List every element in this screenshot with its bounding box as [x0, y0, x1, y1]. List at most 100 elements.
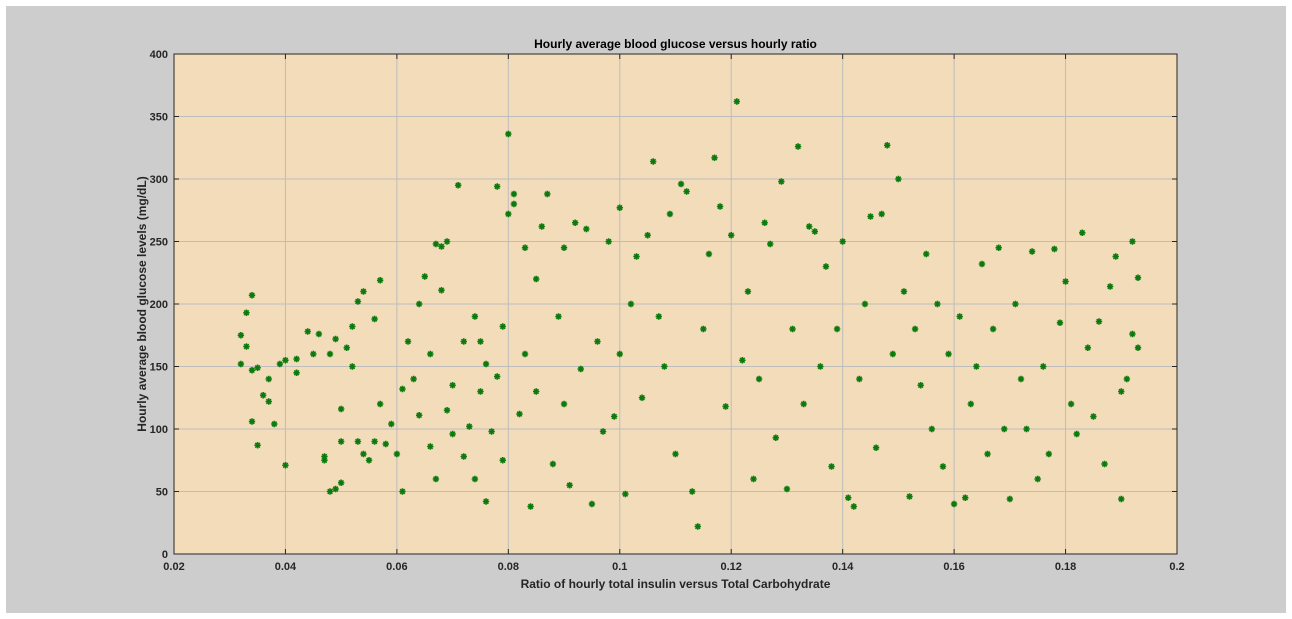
- data-point: [343, 344, 350, 351]
- data-point: [1034, 475, 1041, 483]
- data-point: [544, 190, 551, 198]
- data-point: [493, 373, 501, 380]
- data-point: [1040, 363, 1047, 370]
- x-tick-label: 0.16: [943, 561, 964, 573]
- data-point: [984, 450, 991, 458]
- data-point: [282, 462, 289, 469]
- data-point: [889, 350, 897, 358]
- data-point: [1106, 283, 1114, 290]
- data-point: [1006, 495, 1014, 503]
- data-point: [572, 219, 579, 226]
- data-point: [237, 360, 245, 368]
- data-point: [482, 498, 490, 505]
- data-point: [917, 382, 924, 389]
- y-tick-label: 150: [150, 362, 168, 374]
- data-point: [449, 430, 456, 438]
- data-point: [510, 200, 518, 208]
- data-point: [566, 482, 573, 489]
- data-point: [666, 210, 674, 218]
- x-tick-label: 0.12: [721, 561, 742, 573]
- data-point: [995, 244, 1002, 251]
- data-point: [655, 313, 662, 320]
- data-point: [354, 298, 362, 305]
- data-point: [822, 263, 830, 270]
- x-tick-label: 0.04: [275, 561, 297, 573]
- data-point: [677, 180, 685, 188]
- data-point: [583, 225, 590, 233]
- data-point: [644, 232, 651, 239]
- data-point: [989, 325, 997, 333]
- data-point: [1017, 375, 1025, 383]
- data-point: [254, 364, 261, 371]
- data-point: [505, 130, 512, 138]
- x-tick-label: 0.06: [386, 561, 407, 573]
- data-point: [1134, 344, 1142, 351]
- data-point: [789, 325, 796, 333]
- data-point: [382, 440, 389, 448]
- data-point: [560, 244, 568, 251]
- data-point: [661, 363, 668, 370]
- data-point: [293, 355, 300, 363]
- data-point: [521, 350, 529, 358]
- data-point: [460, 453, 467, 460]
- data-point: [878, 210, 885, 218]
- data-point: [477, 388, 484, 395]
- data-point: [326, 488, 334, 495]
- data-point: [1062, 278, 1069, 285]
- data-point: [577, 365, 584, 373]
- data-point: [471, 313, 479, 320]
- data-point: [711, 154, 718, 161]
- data-point: [1129, 238, 1136, 245]
- data-point: [856, 375, 863, 383]
- data-point: [337, 438, 345, 445]
- data-point: [861, 300, 869, 308]
- data-point: [850, 503, 858, 510]
- data-point: [1129, 330, 1136, 338]
- data-point: [371, 315, 378, 323]
- data-point: [321, 453, 328, 460]
- data-point: [527, 503, 534, 510]
- data-point: [772, 434, 779, 441]
- data-point: [755, 375, 763, 383]
- data-point: [672, 450, 679, 458]
- data-point: [510, 190, 518, 198]
- data-point: [845, 494, 852, 501]
- data-point: [388, 420, 395, 428]
- x-tick-label: 0.1: [612, 561, 627, 573]
- data-point: [911, 325, 919, 333]
- x-axis-label: Ratio of hourly total insulin versus Tot…: [521, 577, 831, 591]
- data-point: [271, 420, 278, 428]
- data-point: [427, 443, 434, 450]
- data-point: [493, 183, 501, 190]
- data-point: [532, 388, 540, 395]
- data-point: [806, 223, 813, 230]
- data-points: [237, 98, 1142, 530]
- data-point: [376, 400, 384, 408]
- data-point: [265, 375, 272, 383]
- data-point: [432, 240, 440, 248]
- data-point: [237, 332, 245, 339]
- y-tick-label: 400: [150, 49, 168, 61]
- data-point: [360, 288, 367, 295]
- y-tick-label: 100: [150, 424, 168, 436]
- data-point: [443, 407, 451, 414]
- data-point: [488, 428, 495, 435]
- x-tick-label: 0.02: [163, 561, 184, 573]
- x-tick-label: 0.2: [1169, 561, 1184, 573]
- data-point: [415, 412, 423, 419]
- data-point: [739, 357, 746, 364]
- y-tick-label: 50: [156, 487, 168, 499]
- data-point: [594, 338, 601, 345]
- data-point: [616, 350, 623, 358]
- data-point: [1001, 425, 1008, 433]
- data-point: [505, 210, 512, 218]
- data-point: [254, 442, 261, 449]
- data-point: [616, 204, 623, 211]
- data-point: [800, 400, 807, 408]
- data-point: [410, 375, 417, 383]
- data-point: [532, 275, 540, 283]
- y-tick-label: 200: [150, 299, 168, 311]
- data-point: [415, 300, 423, 308]
- data-point: [243, 343, 250, 350]
- data-point: [945, 350, 952, 358]
